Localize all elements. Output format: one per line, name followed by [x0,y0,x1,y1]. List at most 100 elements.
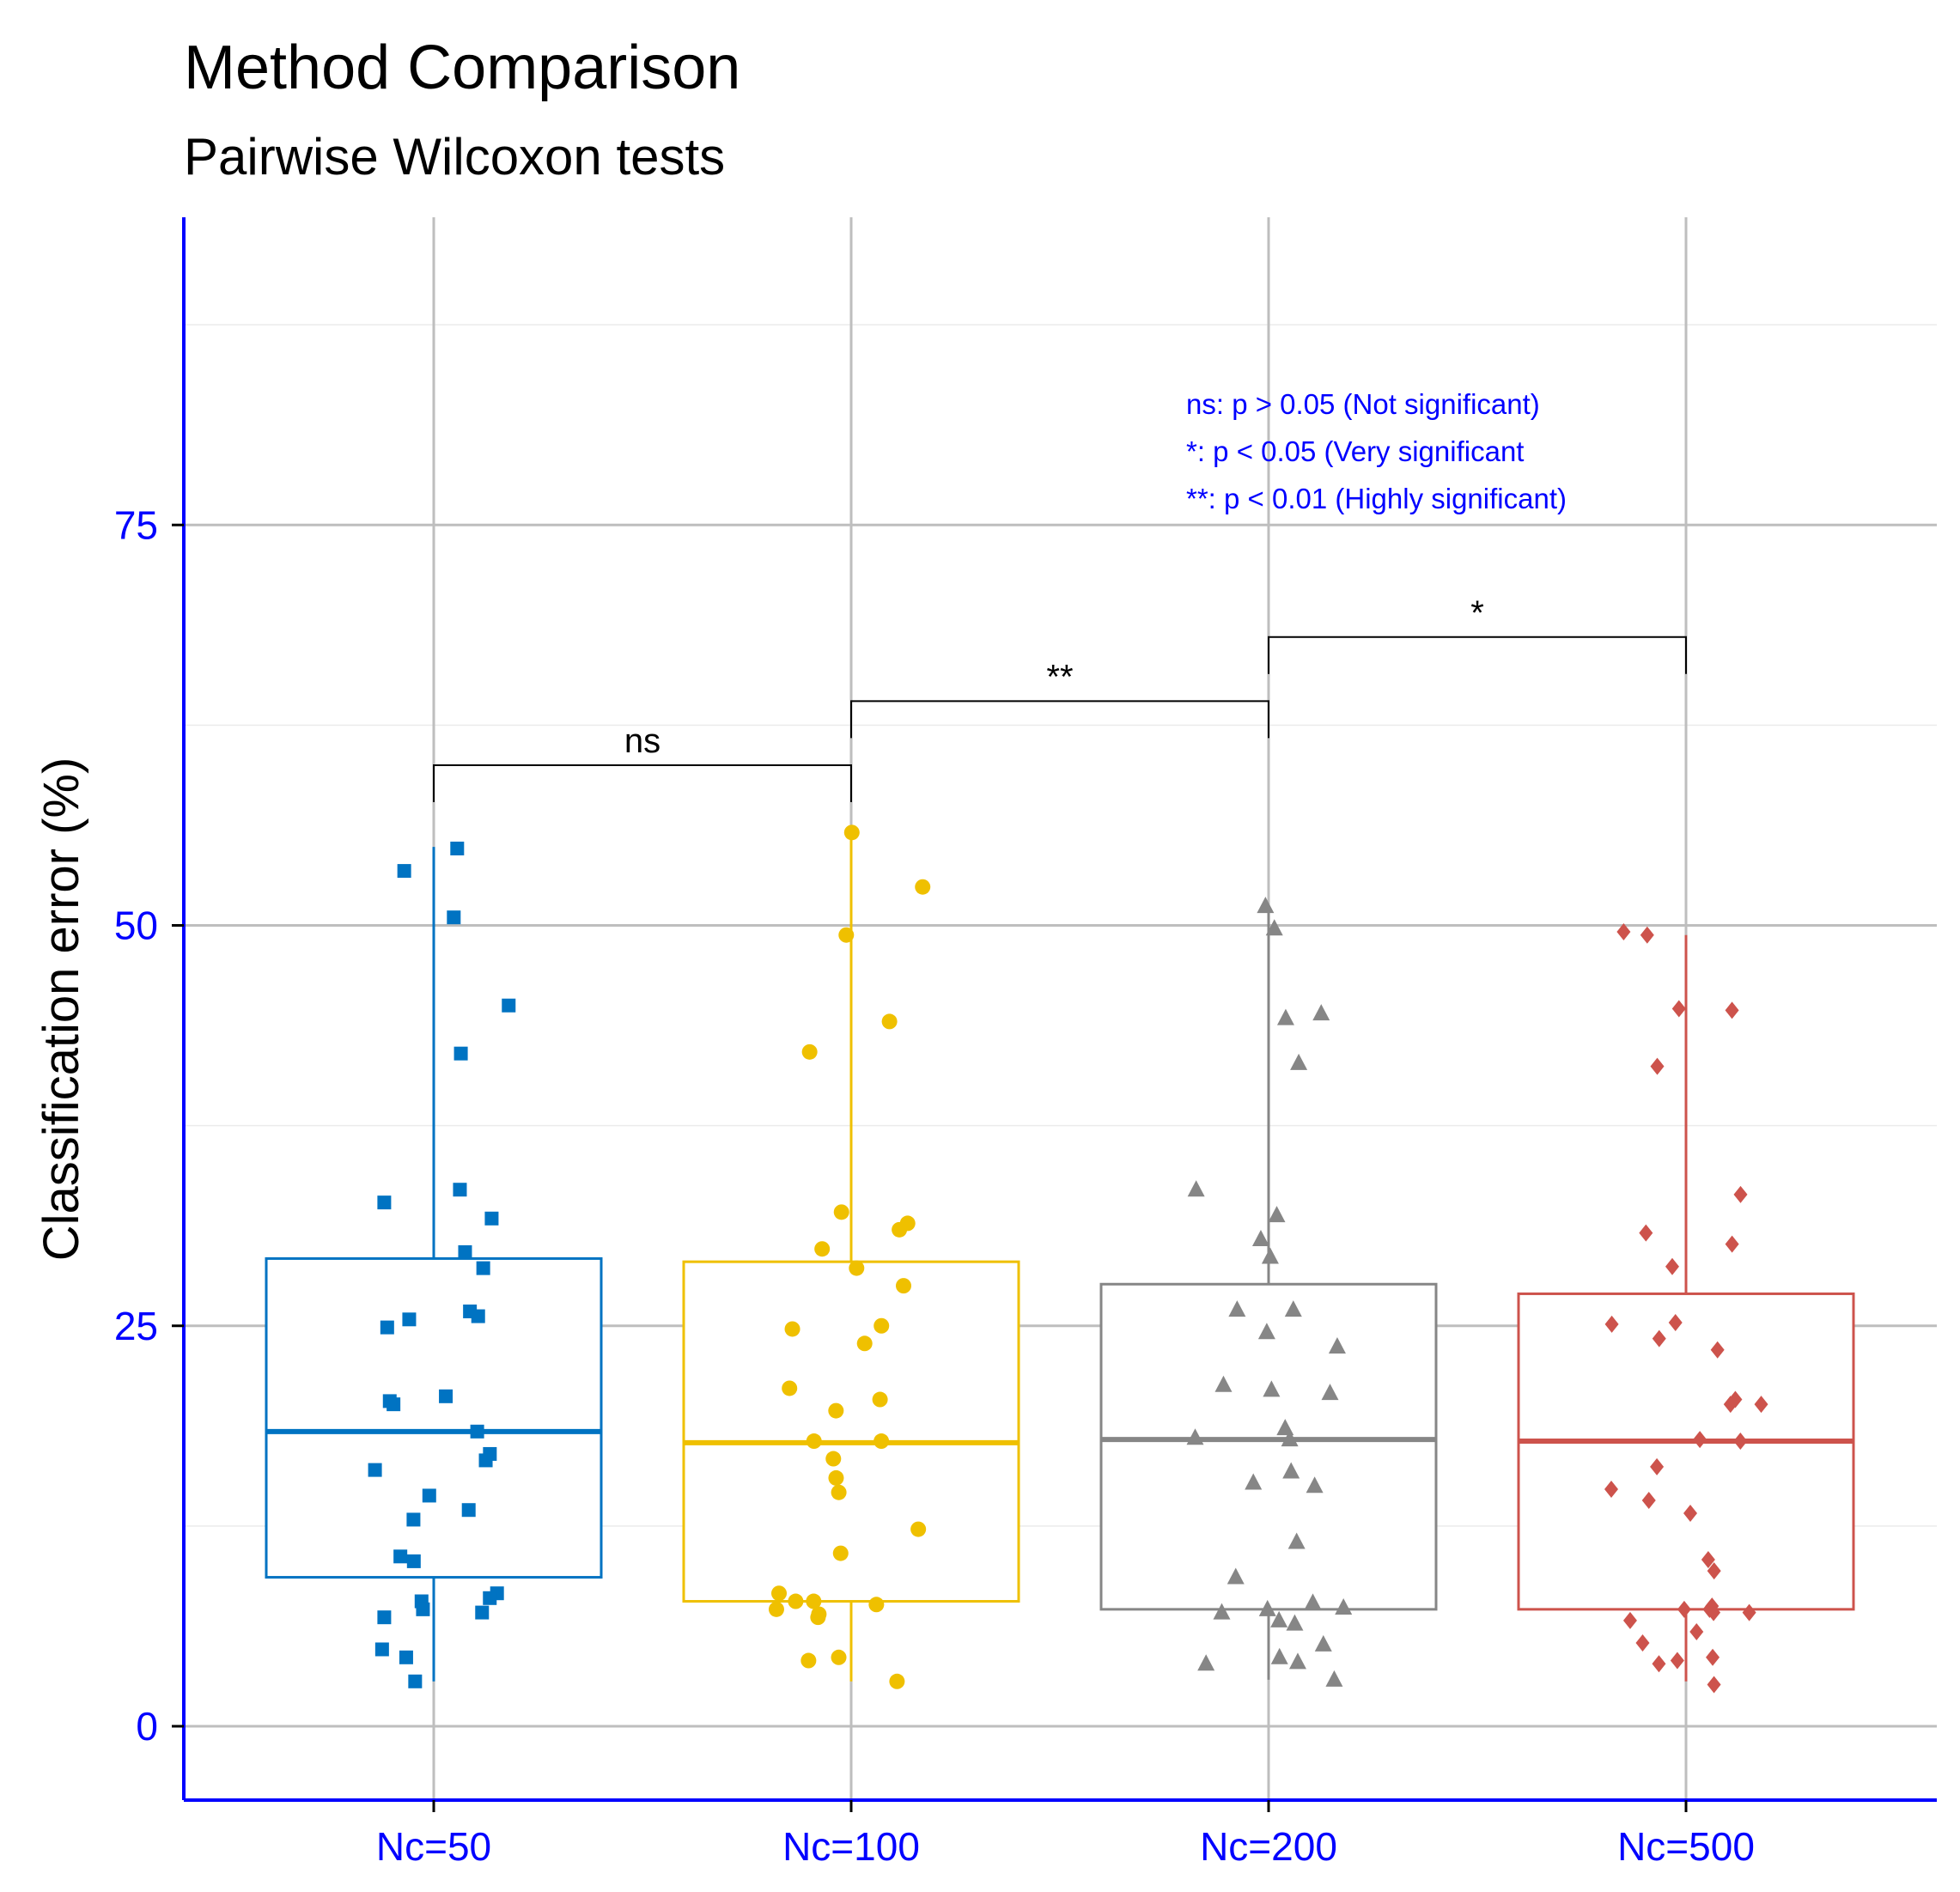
boxplots [265,832,1855,1682]
point-diamond [1616,922,1631,940]
point-circle [788,1593,804,1609]
point-circle [801,1043,818,1060]
point-diamond [1670,1652,1684,1670]
point-triangle [1268,1206,1286,1223]
chart-subtitle: Pairwise Wilcoxon tests [184,128,725,186]
point-triangle [1251,1230,1269,1247]
point-square [374,1642,389,1657]
point-diamond [1706,1648,1720,1666]
point-diamond [1725,1001,1739,1019]
point-diamond [1710,1341,1725,1359]
point-diamond [1650,1457,1665,1475]
point-square [475,1605,490,1620]
point-triangle [1261,1247,1279,1264]
axes: 0 25 50 75 Nc=50 Nc=100 Nc=200 Nc=500 [114,217,1937,1869]
annotation-text: *: p < 0.05 (Very significant [1186,435,1524,467]
point-square [461,1503,476,1518]
point-square [453,1183,467,1197]
point-square [399,1650,413,1664]
point-circle [782,1380,798,1396]
point-circle [838,927,855,943]
point-triangle [1321,1384,1339,1401]
point-triangle [1257,1323,1275,1340]
point-diamond [1639,1224,1653,1242]
point-square [458,1244,472,1259]
point-diamond [1707,1603,1721,1621]
y-axis-title: Classification error (%) [33,757,89,1262]
y-tick-label: 50 [114,903,158,948]
point-diamond [1677,1600,1691,1618]
point-triangle [1281,1430,1299,1447]
point-square [450,841,465,855]
point-square [476,1261,490,1275]
point-circle [768,1601,784,1617]
point-circle [889,1673,905,1689]
point-triangle [1187,1180,1205,1197]
point-circle [800,1652,817,1669]
point-square [471,1309,485,1323]
box-iqr [1517,1292,1855,1611]
point-square [483,1591,497,1605]
point-square [478,1453,493,1468]
point-circle [825,1451,842,1467]
point-triangle [1282,1462,1300,1479]
point-circle [856,1335,873,1352]
point-circle [881,1013,898,1030]
chart-title: Method Comparison [184,33,740,102]
point-diamond [1693,1431,1707,1449]
significance-legend: ns: p > 0.05 (Not significant) *: p < 0.0… [1186,388,1567,514]
bracket-label: ns [624,722,660,760]
box-iqr [682,1260,1020,1603]
annotation-text: ns: p > 0.05 (Not significant) [1186,388,1540,420]
point-circle [771,1585,788,1602]
point-circle [915,879,931,895]
point-diamond [1707,1562,1721,1580]
point-diamond [1668,1314,1683,1332]
point-square [422,1488,436,1503]
point-square [453,1046,468,1061]
point-circle [831,1484,847,1500]
point-circle [873,1317,890,1334]
point-triangle [1290,1053,1308,1070]
point-diamond [1671,1000,1686,1018]
point-diamond [1604,1480,1619,1498]
point-circle [843,824,860,841]
point-square [382,1394,397,1408]
point-diamond [1754,1396,1768,1414]
point-triangle [1270,1647,1288,1664]
point-circle [873,1433,890,1450]
point-diamond [1604,1315,1619,1333]
point-square [416,1602,430,1616]
point-diamond [1701,1551,1715,1569]
point-diamond [1622,1611,1637,1629]
point-triangle [1276,1008,1294,1025]
point-diamond [1725,1235,1739,1253]
point-triangle [1314,1634,1332,1652]
point-triangle [1258,1599,1276,1616]
data-points [368,824,1768,1694]
point-square [380,1320,394,1335]
point-triangle [1306,1476,1324,1494]
point-diamond [1641,1492,1656,1510]
point-triangle [1245,1473,1263,1490]
point-square [408,1674,423,1688]
point-circle [832,1545,849,1561]
point-triangle [1312,1004,1330,1021]
point-square [402,1312,417,1327]
point-triangle [1213,1603,1231,1620]
point-diamond [1723,1396,1738,1414]
point-triangle [1186,1428,1204,1445]
point-square [406,1554,421,1568]
point-diamond [1683,1504,1698,1522]
bracket-label: * [1470,594,1484,632]
point-square [393,1549,408,1564]
point-triangle [1328,1336,1346,1354]
point-diamond [1652,1655,1666,1673]
x-tick-label: Nc=500 [1617,1824,1755,1869]
point-circle [828,1402,844,1419]
point-square [377,1610,392,1625]
point-triangle [1335,1597,1353,1615]
point-triangle [1284,1300,1302,1317]
significance-brackets: ns*** [433,594,1687,802]
